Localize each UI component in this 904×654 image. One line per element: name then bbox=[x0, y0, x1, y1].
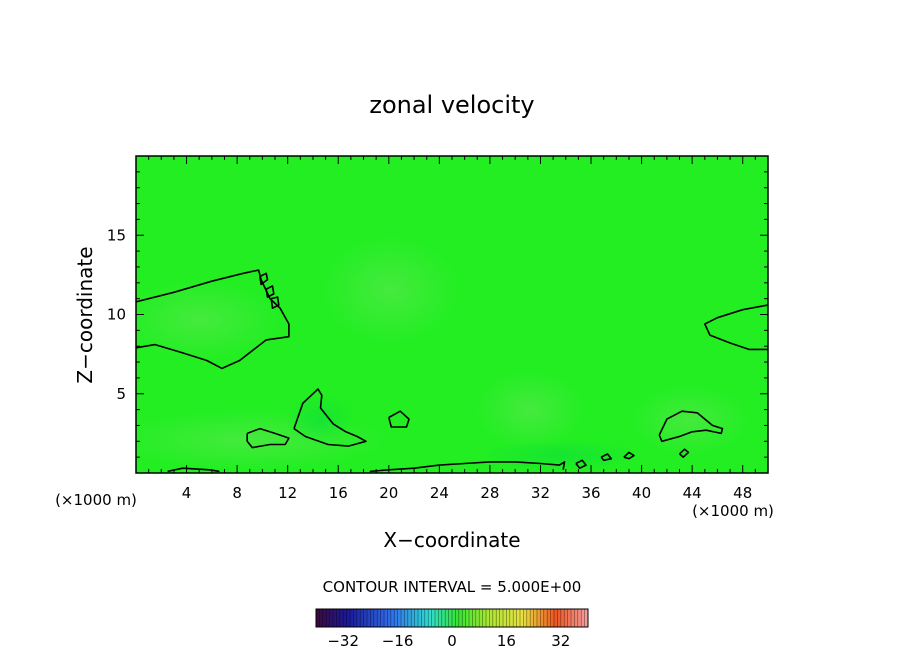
small-loop-44 bbox=[678, 448, 690, 458]
y-tick-label: 10 bbox=[107, 306, 126, 324]
x-axis-ticks: 4 8 12 16 20 24 28 32 36 40 44 48 bbox=[148, 156, 756, 502]
small-loop-2 bbox=[265, 285, 275, 298]
x-tick-label: 24 bbox=[430, 484, 449, 502]
colorbar-tick-label: −16 bbox=[382, 632, 414, 650]
x-tick-label: 16 bbox=[329, 484, 348, 502]
small-loop-3 bbox=[270, 296, 280, 309]
x-tick-label: 20 bbox=[379, 484, 398, 502]
colorbar-tick-label: 16 bbox=[497, 632, 516, 650]
heatmap-shading bbox=[136, 235, 750, 470]
x-tick-label: 28 bbox=[480, 484, 499, 502]
y-axis-ticks: 5 10 15 bbox=[107, 171, 768, 458]
contour-interval-label: CONTOUR INTERVAL = 5.000E+00 bbox=[323, 578, 582, 596]
x-tick-label: 40 bbox=[632, 484, 651, 502]
x-tick-label: 4 bbox=[182, 484, 192, 502]
small-loop-37 bbox=[600, 453, 613, 462]
y-axis-label: Z−coordinate bbox=[73, 246, 97, 383]
x-tick-label: 8 bbox=[232, 484, 242, 502]
colorbar-ticks: −32 −16 0 16 32 bbox=[327, 632, 570, 650]
small-loop-1 bbox=[259, 272, 269, 286]
x-tick-label: 48 bbox=[733, 484, 752, 502]
small-oval-21 bbox=[388, 410, 410, 428]
colorbar-tick-label: 0 bbox=[447, 632, 457, 650]
contour-lines bbox=[136, 269, 768, 473]
y-tick-label: 15 bbox=[107, 226, 126, 244]
small-loops-36-40 bbox=[575, 459, 587, 469]
colorbar-stripes bbox=[319, 609, 585, 627]
lower-left-blob bbox=[246, 427, 290, 449]
bottom-band-left bbox=[167, 467, 220, 473]
colorbar-tick-label: 32 bbox=[551, 632, 570, 650]
x-unit-left: (×1000 m) bbox=[55, 491, 137, 509]
x-axis-label: X−coordinate bbox=[383, 528, 520, 552]
upper-left-contour bbox=[136, 269, 290, 370]
x-tick-label: 32 bbox=[531, 484, 550, 502]
right-low-blob bbox=[658, 410, 724, 443]
colorbar-tick-label: −32 bbox=[327, 632, 359, 650]
x-tick-label: 36 bbox=[581, 484, 600, 502]
bottom-band-mid bbox=[369, 461, 566, 473]
y-tick-label: 5 bbox=[116, 385, 126, 403]
x-tick-label: 12 bbox=[278, 484, 297, 502]
right-mid-contour bbox=[704, 304, 768, 351]
chart-title: zonal velocity bbox=[369, 91, 534, 119]
x-tick-label: 44 bbox=[683, 484, 702, 502]
small-loop-39 bbox=[623, 451, 635, 460]
x-unit-right: (×1000 m) bbox=[692, 502, 774, 520]
mid-low-blob bbox=[293, 388, 367, 447]
